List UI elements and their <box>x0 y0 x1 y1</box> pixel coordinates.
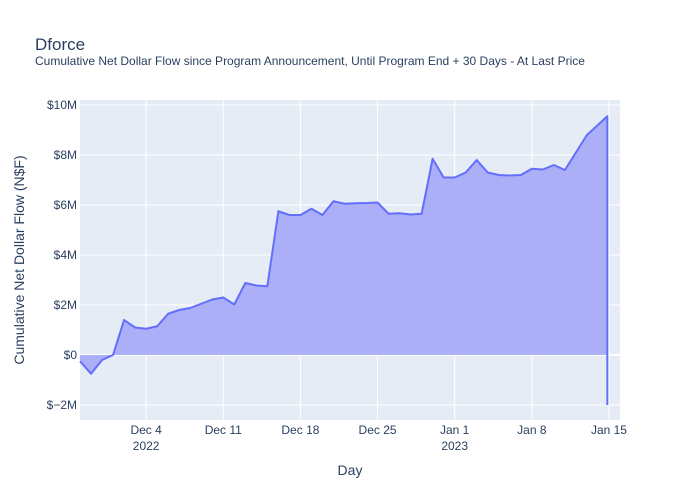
y-tick-label: $6M <box>54 198 77 212</box>
x-tick-label: Dec 11 <box>205 423 242 437</box>
y-tick-label: $2M <box>54 298 77 312</box>
series-area <box>79 115 609 406</box>
x-tick-label: Jan 8 <box>517 423 547 437</box>
y-tick-label: $−2M <box>47 398 77 412</box>
x-tick-label: Dec 25 <box>359 423 397 437</box>
chart-title: Dforce <box>35 35 85 54</box>
chart-subtitle: Cumulative Net Dollar Flow since Program… <box>35 54 585 68</box>
x-axis-title: Day <box>338 462 363 478</box>
y-tick-label: $0 <box>64 348 78 362</box>
y-tick-label: $4M <box>54 248 77 262</box>
x-tick-year-label: 2022 <box>133 439 160 453</box>
x-tick-label: Dec 18 <box>281 423 319 437</box>
x-tick-label: Dec 4 <box>130 423 162 437</box>
x-tick-label: Jan 1 <box>440 423 470 437</box>
x-tick-label: Jan 15 <box>591 423 627 437</box>
y-tick-label: $8M <box>54 148 77 162</box>
area-fill <box>80 116 608 405</box>
y-tick-label: $10M <box>47 98 77 112</box>
tick-labels: $−2M $0 $2M $4M $6M $8M $10M Dec 4 2022 Dec 11 Dec… <box>47 98 628 453</box>
y-axis-title: Cumulative Net Dollar Flow (N$F) <box>11 155 27 364</box>
x-tick-year-label: 2023 <box>441 439 468 453</box>
